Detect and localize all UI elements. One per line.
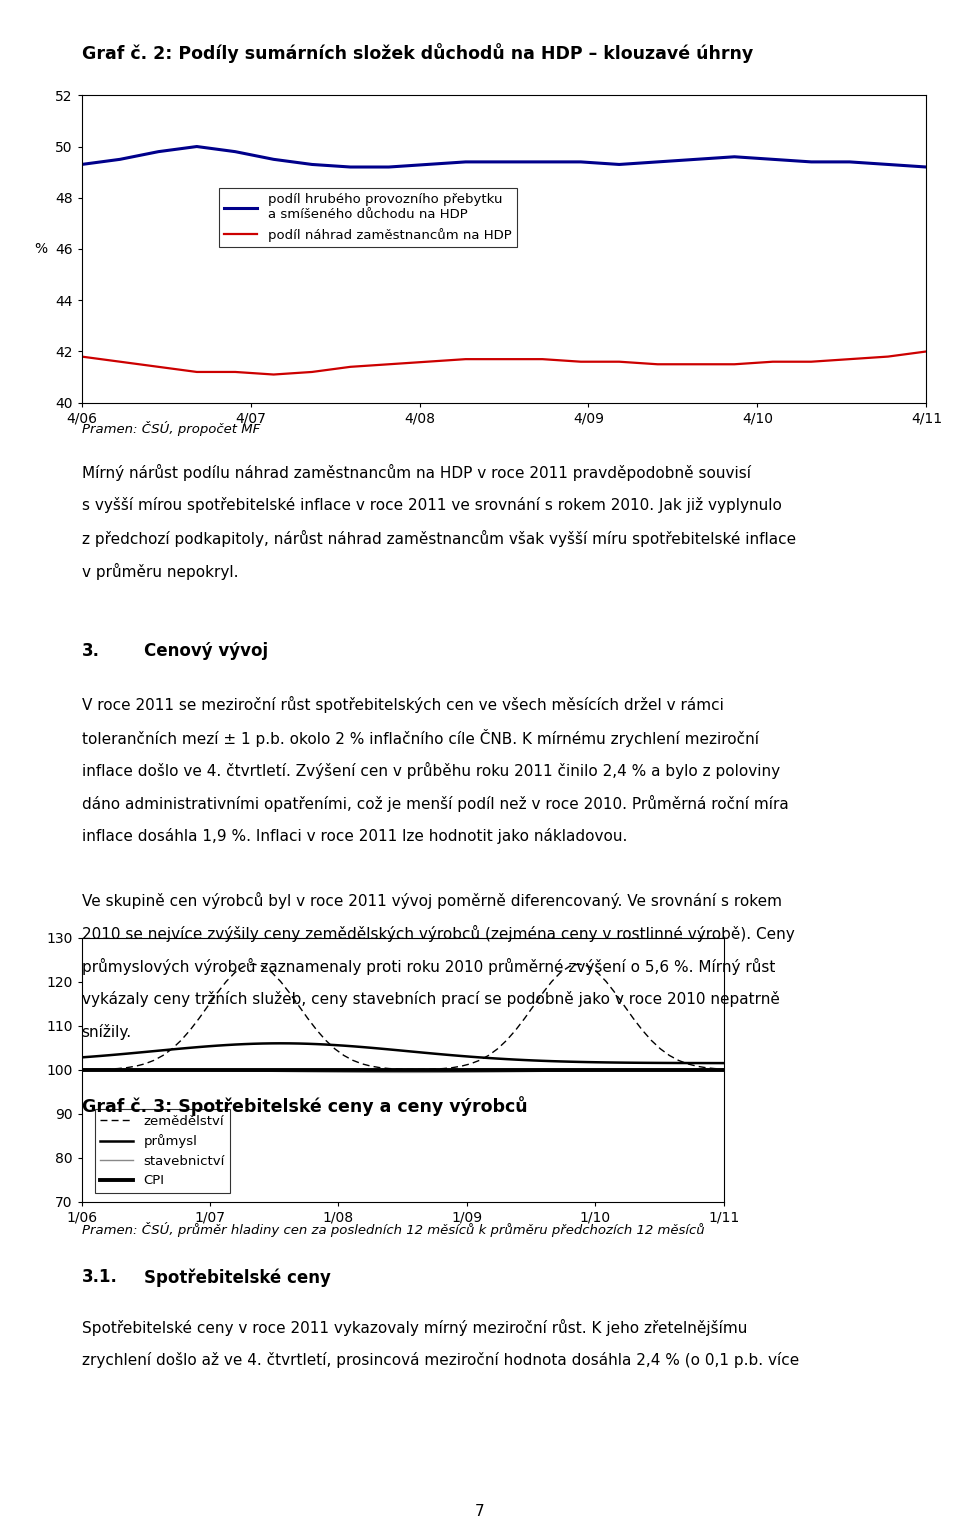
Text: zrychlení došlo až ve 4. čtvrtletí, prosincová meziroční hodnota dosáhla 2,4 % (: zrychlení došlo až ve 4. čtvrtletí, pros… <box>82 1353 799 1368</box>
Text: Mírný nárůst podílu náhrad zaměstnancům na HDP v roce 2011 pravděpodobně souvisí: Mírný nárůst podílu náhrad zaměstnancům … <box>82 464 751 481</box>
Legend: podíl hrubého provozního přebytku
a smíšeného důchodu na HDP, podíl náhrad zaměs: podíl hrubého provozního přebytku a smíš… <box>219 188 517 247</box>
Text: z předchozí podkapitoly, nárůst náhrad zaměstnancům však vyšší míru spotřebitels: z předchozí podkapitoly, nárůst náhrad z… <box>82 530 796 547</box>
Text: Ve skupině cen výrobců byl v roce 2011 vývoj poměrně diferencovaný. Ve srovnání : Ve skupině cen výrobců byl v roce 2011 v… <box>82 891 781 910</box>
Text: V roce 2011 se meziroční růst spotřebitelských cen ve všech měsících držel v rám: V roce 2011 se meziroční růst spotřebite… <box>82 696 724 713</box>
Text: Cenový vývoj: Cenový vývoj <box>144 642 268 661</box>
Text: 3.1.: 3.1. <box>82 1268 117 1286</box>
Text: 2010 se nejvíce zvýšily ceny zemědělských výrobců (zejména ceny v rostlinné výro: 2010 se nejvíce zvýšily ceny zemědělskýc… <box>82 925 794 942</box>
Text: inflace dosáhla 1,9 %. Inflaci v roce 2011 lze hodnotit jako nákladovou.: inflace dosáhla 1,9 %. Inflaci v roce 20… <box>82 828 627 844</box>
Text: 7: 7 <box>475 1503 485 1519</box>
Text: Spotřebitelské ceny v roce 2011 vykazovaly mírný meziroční růst. K jeho zřetelně: Spotřebitelské ceny v roce 2011 vykazova… <box>82 1319 747 1336</box>
Text: Pramen: ČSÚ, propočet MF: Pramen: ČSÚ, propočet MF <box>82 421 260 437</box>
Text: Graf č. 3: Spotřebitelské ceny a ceny výrobců: Graf č. 3: Spotřebitelské ceny a ceny vý… <box>82 1096 527 1116</box>
Text: v průměru nepokryl.: v průměru nepokryl. <box>82 563 238 581</box>
Text: tolerančních mezí ± 1 p.b. okolo 2 % inflačního cíle ČNB. K mírnému zrychlení me: tolerančních mezí ± 1 p.b. okolo 2 % inf… <box>82 730 758 747</box>
Text: snížily.: snížily. <box>82 1025 132 1041</box>
Text: Spotřebitelské ceny: Spotřebitelské ceny <box>144 1268 331 1286</box>
Legend: zemědělství, průmysl, stavebnictví, CPI: zemědělství, průmysl, stavebnictví, CPI <box>95 1110 230 1193</box>
Text: inflace došlo ve 4. čtvrtletí. Zvýšení cen v průběhu roku 2011 činilo 2,4 % a by: inflace došlo ve 4. čtvrtletí. Zvýšení c… <box>82 762 780 779</box>
Text: Graf č. 2: Podíly sumárních složek důchodů na HDP – klouzavé úhrny: Graf č. 2: Podíly sumárních složek důcho… <box>82 43 753 63</box>
Text: dáno administrativními opatřeními, což je menší podíl než v roce 2010. Průměrná : dáno administrativními opatřeními, což j… <box>82 796 788 813</box>
Text: průmyslových výrobců zaznamenaly proti roku 2010 průměrné zvýšení o 5,6 %. Mírný: průmyslových výrobců zaznamenaly proti r… <box>82 959 775 976</box>
Text: 3.: 3. <box>82 642 100 661</box>
Text: Pramen: ČSÚ, průměr hladiny cen za posledních 12 měsíců k průměru předchozích 12: Pramen: ČSÚ, průměr hladiny cen za posle… <box>82 1222 705 1237</box>
Text: vykázaly ceny tržních služeb, ceny stavebních prací se podobně jako v roce 2010 : vykázaly ceny tržních služeb, ceny stave… <box>82 991 780 1007</box>
Y-axis label: %: % <box>35 241 48 257</box>
Text: s vyšší mírou spotřebitelské inflace v roce 2011 ve srovnání s rokem 2010. Jak j: s vyšší mírou spotřebitelské inflace v r… <box>82 496 781 513</box>
